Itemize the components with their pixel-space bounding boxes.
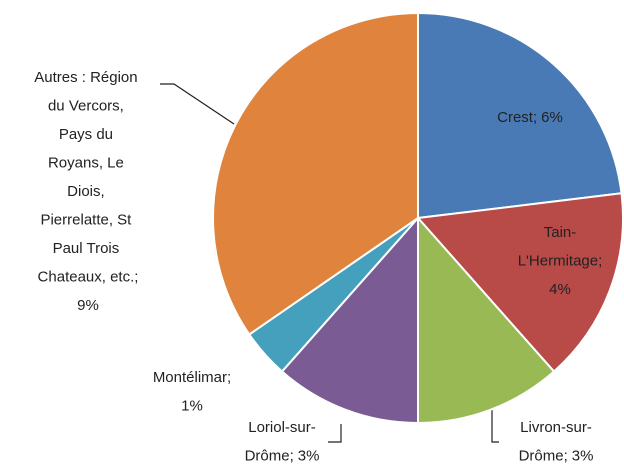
slice-label: Livron-sur- Drôme; 3%	[519, 419, 594, 465]
leader-line	[328, 424, 342, 443]
value-label: 6%	[541, 109, 563, 126]
category-name: Autres : Région du Vercors, Pays du Roya…	[34, 69, 142, 286]
category-name: Tain- L'Hermitage	[518, 224, 598, 270]
slice-label: Autres : Région du Vercors, Pays du Roya…	[34, 69, 142, 314]
slice	[415, 192, 624, 373]
slice-label: Crest; 6%	[497, 109, 563, 126]
label-line: Chateaux, etc.	[38, 269, 135, 286]
slice-label: Tain- L'Hermitage; 4%	[518, 224, 603, 298]
label-separator: ;	[564, 448, 568, 465]
label-line: Diois,	[67, 183, 109, 200]
label-separator: ;	[598, 253, 602, 270]
label-line: Tain-	[544, 224, 577, 241]
category-name: Loriol-sur- Drôme	[245, 419, 316, 465]
label-separator: ;	[134, 269, 138, 286]
category-name: Crest	[497, 109, 534, 126]
slice	[280, 215, 419, 425]
value-label: 3%	[572, 448, 594, 465]
value-label: 3%	[298, 448, 320, 465]
leader-lines	[160, 83, 499, 443]
slice	[212, 11, 419, 336]
leader-line	[160, 83, 235, 125]
category-name: Livron-sur- Drôme	[519, 419, 592, 465]
label-line: Livron-sur-	[520, 419, 592, 436]
slice	[417, 215, 556, 425]
label-line: Drôme	[245, 448, 290, 465]
label-line: Pays du	[59, 126, 117, 143]
label-separator: ;	[533, 109, 537, 126]
category-name: Montélimar	[153, 369, 227, 386]
slice-label: Montélimar; 1%	[153, 369, 231, 415]
value-label: 9%	[77, 297, 99, 314]
label-line: du Vercors,	[48, 98, 128, 115]
label-separator: ;	[227, 369, 231, 386]
label-line: Paul Trois	[53, 240, 124, 257]
label-line: Royans, Le	[48, 155, 128, 172]
label-line: Montélimar	[153, 369, 227, 386]
label-line: Loriol-sur-	[248, 419, 316, 436]
slices	[212, 11, 624, 425]
value-label: 1%	[181, 398, 203, 415]
slice	[417, 11, 623, 220]
leader-line	[491, 408, 499, 443]
label-line: L'Hermitage	[518, 253, 598, 270]
label-line: Drôme	[519, 448, 564, 465]
slice-label: Loriol-sur- Drôme; 3%	[245, 419, 320, 465]
label-line: Autres : Région	[34, 69, 142, 86]
value-label: 4%	[549, 281, 571, 298]
label-line: Pierrelatte, St	[40, 212, 135, 229]
label-line: Crest	[497, 109, 534, 126]
label-separator: ;	[290, 448, 294, 465]
